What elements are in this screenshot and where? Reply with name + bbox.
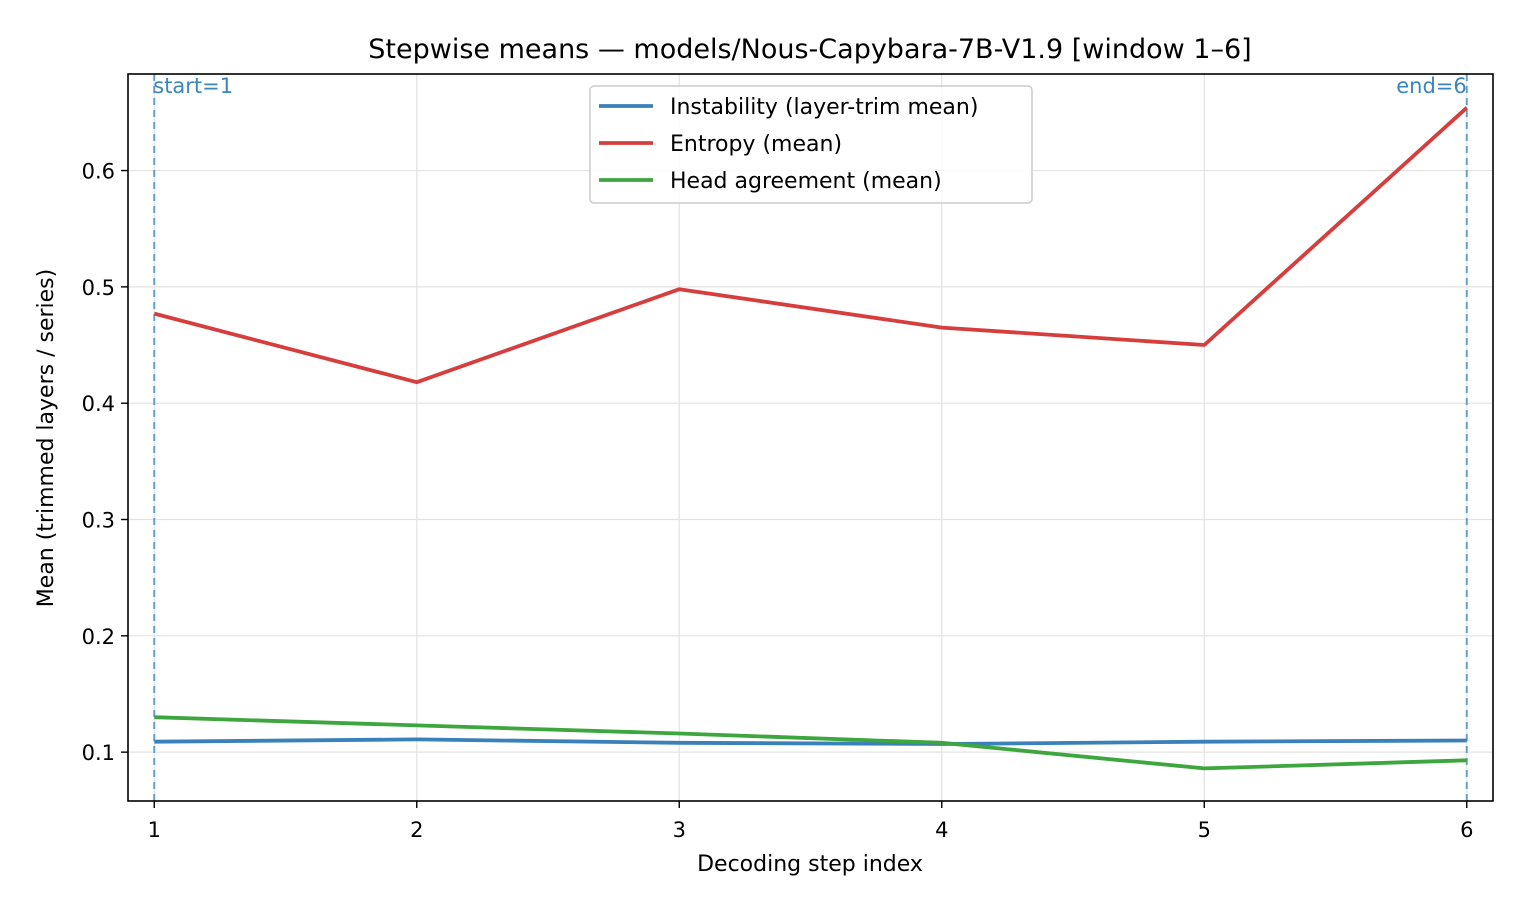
window-annotation: end=6 <box>1396 74 1467 98</box>
y-tick-label: 0.3 <box>82 509 115 533</box>
legend-box <box>589 85 1033 204</box>
y-tick-label: 0.1 <box>82 741 115 765</box>
y-tick-label: 0.2 <box>82 625 115 649</box>
legend-label: Head agreement (mean) <box>670 169 942 194</box>
x-axis-ticks: 1 2 3 4 5 6 <box>148 801 1473 842</box>
x-tick-label: 5 <box>1198 818 1211 842</box>
plot-frame <box>127 73 1494 802</box>
window-annotation: start=1 <box>153 74 233 98</box>
x-tick-label: 3 <box>673 818 686 842</box>
y-tick-label: 0.4 <box>82 392 115 416</box>
chart-title: Stepwise means — models/Nous-Capybara-7B… <box>368 34 1251 65</box>
x-tick-label: 1 <box>148 818 161 842</box>
x-tick-label: 6 <box>1460 818 1473 842</box>
series-lines <box>153 106 1469 771</box>
y-tick-label: 0.6 <box>82 160 115 184</box>
y-tick-label: 0.5 <box>82 276 115 300</box>
y-axis-ticks: 0.1 0.2 0.3 0.4 0.5 0.6 <box>82 160 128 765</box>
annotations: start=1 end=6 <box>153 74 1467 98</box>
legend-label: Instability (layer-trim mean) <box>670 95 978 120</box>
series-line-3 <box>154 715 1467 771</box>
legend: Instability (layer-trim mean) Entropy (me… <box>589 85 1033 204</box>
series-line-2 <box>153 106 1469 385</box>
series-line-1 <box>154 737 1467 746</box>
y-axis-label: Mean (trimmed layers / series) <box>34 269 59 607</box>
legend-label: Entropy (mean) <box>670 132 842 157</box>
window-markers <box>153 74 1468 801</box>
x-tick-label: 4 <box>935 818 948 842</box>
x-axis-label: Decoding step index <box>697 852 923 877</box>
x-tick-label: 2 <box>410 818 423 842</box>
